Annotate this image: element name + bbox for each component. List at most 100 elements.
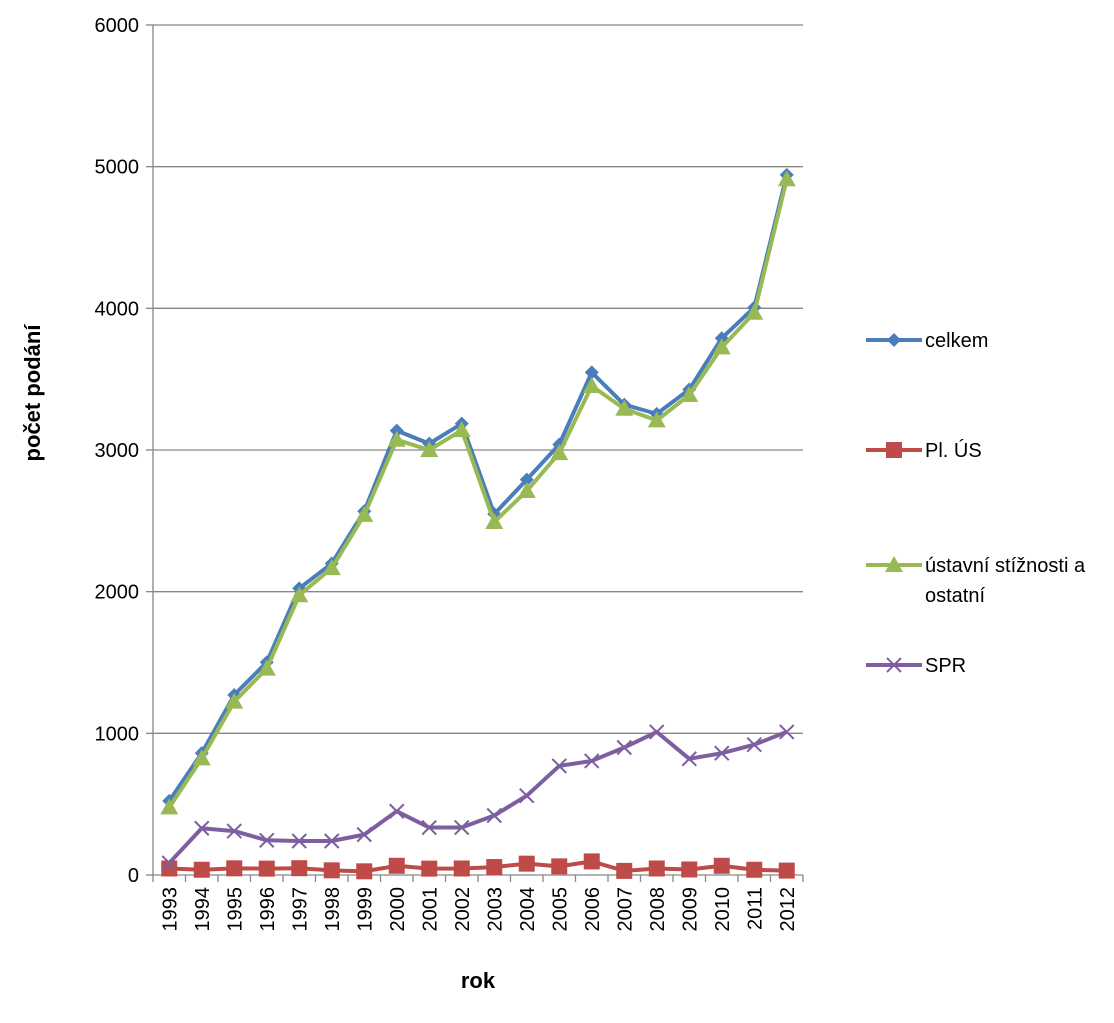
- data-point: [453, 860, 470, 877]
- data-point: [452, 421, 471, 438]
- data-point: [551, 858, 568, 875]
- legend-item: Pl. ÚS: [866, 439, 982, 462]
- x-tick-label: 1993: [159, 887, 181, 932]
- data-point: [551, 758, 567, 774]
- data-point: [584, 365, 599, 380]
- data-point: [226, 823, 242, 839]
- y-axis-title: počet podání: [20, 324, 45, 462]
- data-point: [485, 512, 504, 529]
- y-tick-label: 1000: [95, 723, 140, 745]
- series-line: [167, 174, 789, 803]
- data-point: [681, 861, 698, 878]
- data-point: [388, 857, 405, 874]
- data-point: [194, 820, 210, 836]
- legend-marker: [886, 442, 902, 458]
- data-point: [584, 753, 600, 769]
- data-point: [519, 787, 535, 804]
- data-point: [226, 860, 243, 877]
- y-tick-label: 4000: [95, 298, 140, 320]
- data-point: [714, 745, 730, 761]
- data-point: [486, 859, 503, 876]
- series-line: [167, 178, 789, 809]
- data-point: [291, 860, 308, 877]
- gridlines: [153, 24, 803, 734]
- data-point: [355, 505, 374, 522]
- data-point: [713, 857, 730, 874]
- data-point: [291, 833, 307, 849]
- data-point: [583, 853, 600, 870]
- y-tick-labels: 0 1000 2000 3000 4000 5000 6000: [95, 15, 140, 887]
- data-point: [778, 862, 795, 879]
- x-tick-label: 2000: [387, 887, 409, 932]
- x-tick-label: 1995: [224, 887, 246, 932]
- data-point: [322, 559, 341, 576]
- data-point: [746, 736, 762, 753]
- x-tick-label: 2009: [679, 887, 701, 932]
- legend-item: SPR: [866, 655, 966, 677]
- y-tick-label: 2000: [95, 582, 140, 604]
- data-point: [681, 751, 697, 767]
- data-point: [649, 724, 665, 740]
- data-point: [777, 170, 796, 187]
- data-point: [616, 862, 633, 879]
- y-tick-label: 3000: [95, 440, 140, 462]
- data-point: [389, 803, 405, 819]
- data-point: [615, 399, 634, 416]
- x-tick-label: 1996: [257, 887, 279, 932]
- x-tick-label: 2002: [452, 887, 474, 932]
- data-point: [290, 586, 309, 603]
- data-point: [257, 659, 276, 676]
- data-point: [745, 303, 764, 320]
- data-point: [616, 739, 632, 756]
- series-line: [167, 729, 788, 865]
- legend-label: SPR: [925, 655, 966, 677]
- data-point: [387, 430, 406, 447]
- x-tick-label: 2011: [744, 887, 766, 930]
- data-point: [421, 860, 438, 877]
- legend-item: ústavní stížnosti a ostatní: [866, 555, 1086, 607]
- series-1: [161, 853, 795, 880]
- legend-marker: [886, 657, 902, 673]
- x-tick-labels: 1993 1994 1995 1996 1997 1998 1999 2000 2001 2002…: [159, 887, 799, 932]
- series-3: [161, 724, 795, 871]
- legend-marker: [885, 556, 903, 572]
- x-tick-label: 2007: [614, 887, 636, 932]
- x-tick-label: 2003: [484, 887, 506, 932]
- data-point: [225, 692, 244, 709]
- data-point: [161, 855, 177, 871]
- data-point: [324, 833, 340, 849]
- data-point: [647, 411, 666, 428]
- x-tick-label: 1999: [354, 887, 376, 932]
- data-point: [259, 832, 275, 848]
- x-tick-label: 1994: [192, 887, 214, 932]
- x-tick-label: 2008: [647, 887, 669, 932]
- series-0: [162, 167, 794, 808]
- x-tick-label: 2005: [549, 887, 571, 932]
- x-tick-label: 2001: [419, 887, 441, 932]
- y-tick-label: 0: [128, 865, 139, 887]
- x-tick-label: 1997: [289, 887, 311, 932]
- legend-label: Pl. ÚS: [925, 439, 982, 462]
- data-point: [746, 861, 763, 878]
- data-point: [420, 441, 439, 457]
- data-point: [421, 819, 437, 836]
- data-point: [192, 749, 211, 766]
- data-point: [389, 423, 404, 438]
- data-point: [550, 444, 569, 461]
- y-tick-label: 6000: [95, 15, 140, 37]
- x-tick-label: 2012: [777, 887, 799, 932]
- data-point: [518, 855, 535, 872]
- data-point: [519, 472, 534, 487]
- data-point: [582, 376, 601, 393]
- x-axis-title: rok: [461, 968, 496, 993]
- data-point: [779, 724, 795, 740]
- x-tick-label: 2004: [517, 887, 539, 932]
- data-point: [193, 861, 210, 878]
- legend-label: celkem: [925, 330, 988, 352]
- x-tick-label: 1998: [322, 887, 344, 932]
- series-group: [160, 167, 796, 880]
- data-point: [323, 862, 340, 879]
- series-2: [160, 170, 796, 815]
- data-point: [648, 860, 665, 877]
